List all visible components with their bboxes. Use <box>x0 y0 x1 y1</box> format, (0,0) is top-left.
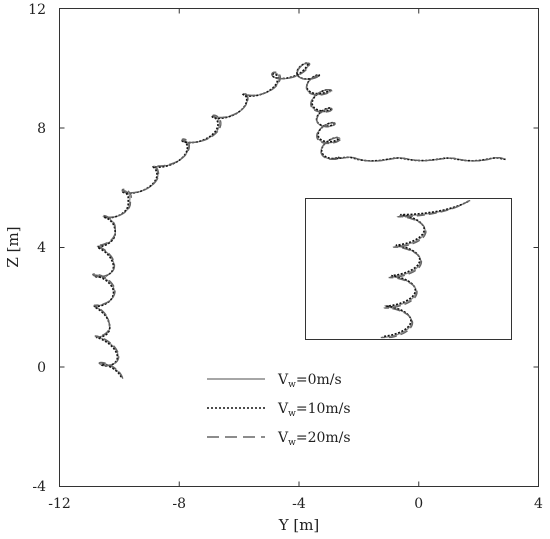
legend-label-2: Vw=20m/s <box>277 430 351 448</box>
y-tick-label: 8 <box>37 121 46 137</box>
legend: Vw=0m/s Vw=10m/s Vw=20m/s <box>207 372 351 448</box>
x-axis-label: Y [m] <box>278 516 320 534</box>
inset-series-layer <box>380 199 471 339</box>
x-tick-label: 0 <box>414 496 423 512</box>
x-tick-label: -12 <box>48 496 71 512</box>
legend-label-0: Vw=0m/s <box>277 372 342 390</box>
y-tick-label: 4 <box>37 240 46 256</box>
x-tick-label: 4 <box>534 496 543 512</box>
x-tick-labels: -12 -8 -4 0 4 <box>48 496 543 512</box>
inset-panel <box>305 198 512 340</box>
inset-series-line-1 <box>382 200 469 338</box>
y-tick-label: -4 <box>32 479 46 495</box>
x-tick-label: -8 <box>172 496 186 512</box>
y-tick-labels: -4 0 4 8 12 <box>28 2 46 495</box>
series-line-2 <box>92 62 506 379</box>
inset-frame <box>305 198 512 340</box>
x-tick-label: -4 <box>292 496 306 512</box>
axis-ticks <box>59 8 539 487</box>
inset-series-line-2 <box>380 199 471 339</box>
series-layer <box>92 62 506 379</box>
y-tick-label: 12 <box>28 2 46 18</box>
legend-label-1: Vw=10m/s <box>277 401 351 419</box>
y-tick-label: 0 <box>37 360 46 376</box>
y-axis-label: Z [m] <box>4 226 22 267</box>
